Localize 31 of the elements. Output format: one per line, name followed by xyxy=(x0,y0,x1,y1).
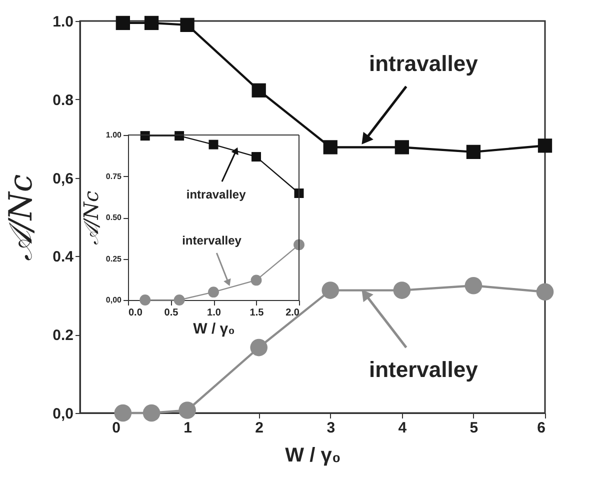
y-tick-label: 0.2 xyxy=(52,327,74,344)
x-tick-label: 2.0 xyxy=(286,308,300,318)
y-tick-label: 0.25 xyxy=(106,254,122,264)
x-tick-label: 1.5 xyxy=(250,308,264,318)
x-tick-label: 3 xyxy=(326,420,336,436)
x-tick-label: 1.0 xyxy=(207,308,222,318)
x-tick-label: 4 xyxy=(398,420,408,436)
x-tick-label: 5 xyxy=(470,420,478,436)
annotation: intervalley xyxy=(182,234,242,248)
y-tick-label: 0,6 xyxy=(52,170,74,188)
y-axis-title: 𝒜/Nc xyxy=(2,174,40,261)
y-tick-label: 0,00 xyxy=(106,296,122,304)
y-tick-label: 0.75 xyxy=(106,172,122,181)
x-axis-title: W / γ₀ xyxy=(285,444,341,466)
y-tick-label: 0.50 xyxy=(106,213,122,222)
y-tick-label: 1.00 xyxy=(106,130,122,140)
y-tick-label: 0.8 xyxy=(52,92,74,109)
annotation: intervalley xyxy=(368,356,479,382)
y-tick-label: 1.0 xyxy=(52,14,74,30)
y-axis-title: 𝒜/Nc xyxy=(78,190,103,246)
x-tick-label: 1 xyxy=(184,420,192,436)
annotation: intravalley xyxy=(186,187,246,202)
annotation: intravalley xyxy=(368,51,479,76)
x-tick-label: 6 xyxy=(537,420,546,436)
y-tick-label: 0,0 xyxy=(52,406,74,422)
x-tick-label: 2 xyxy=(255,420,264,436)
x-axis-title: W / γ₀ xyxy=(193,320,235,338)
y-tick-label: 0.4 xyxy=(52,248,74,266)
x-tick-label: 0 xyxy=(112,420,120,436)
x-tick-label: 0.5 xyxy=(164,308,179,318)
x-tick-label: 0.0 xyxy=(128,308,143,318)
